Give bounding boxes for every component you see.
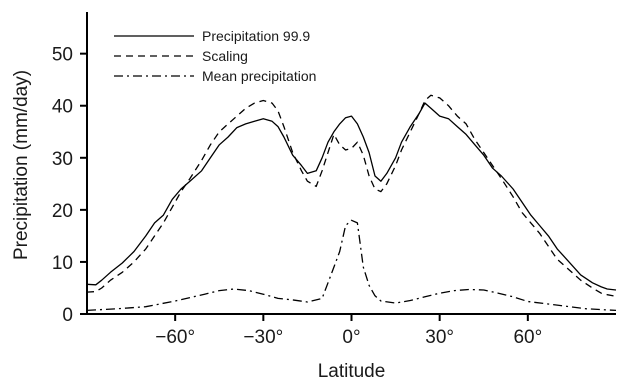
x-tick-label: −60° <box>155 327 195 348</box>
legend-label: Scaling <box>202 48 248 64</box>
legend-label: Precipitation 99.9 <box>202 28 310 44</box>
y-tick-label: 10 <box>52 253 73 274</box>
series-line-3 <box>86 219 617 312</box>
legend-label: Mean precipitation <box>202 68 316 84</box>
y-tick-label: 50 <box>52 45 73 66</box>
y-tick-label: 30 <box>52 149 73 170</box>
y-tick-label: 20 <box>52 201 73 222</box>
x-tick-label: 0° <box>342 327 360 348</box>
y-tick-label: 0 <box>62 305 73 326</box>
y-tick-label: 40 <box>52 97 73 118</box>
series-layer <box>86 94 617 312</box>
x-tick-label: −30° <box>243 327 283 348</box>
legend: Precipitation 99.9 Scaling Mean precipitat… <box>114 28 316 84</box>
series-line-1 <box>86 102 617 291</box>
x-tick-label: 30° <box>425 327 454 348</box>
series-line-2 <box>86 94 617 297</box>
x-axis-title: Latitude <box>318 361 386 382</box>
ticks-layer: 0 10 20 30 40 50 −60° −30° 0° 30° 60° <box>52 45 542 348</box>
axes-layer <box>86 12 616 315</box>
y-axis-title: Precipitation (mm/day) <box>11 70 32 260</box>
x-tick-label: 60° <box>513 327 542 348</box>
